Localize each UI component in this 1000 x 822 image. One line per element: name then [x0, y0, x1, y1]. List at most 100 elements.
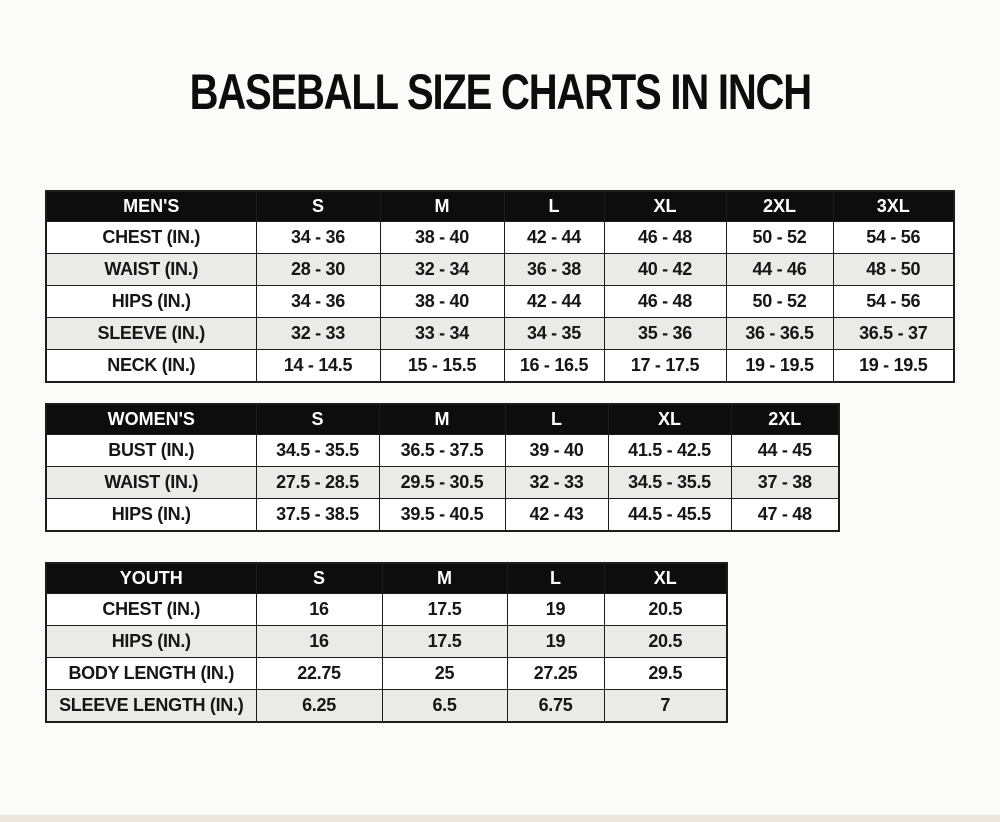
size-value-cell: 39 - 40	[504, 434, 609, 467]
measurement-row: NECK (IN.) 14 - 14.5 15 - 15.5 16 - 16.5 17 …	[45, 349, 955, 383]
size-chart-page: BASEBALL SIZE CHARTS IN INCH MEN'S S M L XL 2…	[0, 67, 1000, 822]
size-column-header: M	[379, 190, 505, 222]
size-value-cell: 54 - 56	[832, 221, 955, 254]
size-value-cell: 37.5 - 38.5	[255, 498, 380, 532]
size-value-cell: 36 - 36.5	[725, 317, 834, 350]
size-value-cell: 54 - 56	[832, 285, 955, 318]
size-value-cell: 42 - 44	[503, 221, 605, 254]
measurement-row: HIPS (IN.) 34 - 36 38 - 40 42 - 44 46 - 48 50…	[45, 285, 955, 318]
size-value-cell: 44.5 - 45.5	[607, 498, 732, 532]
size-value-cell: 37 - 38	[730, 466, 840, 499]
measurement-row: HIPS (IN.) 37.5 - 38.5 39.5 - 40.5 42 - 43 4…	[45, 498, 840, 532]
size-value-cell: 34.5 - 35.5	[255, 434, 380, 467]
size-value-cell: 39.5 - 40.5	[378, 498, 506, 532]
table-title-cell: WOMEN'S	[45, 403, 257, 435]
page-title: BASEBALL SIZE CHARTS IN INCH	[0, 67, 1000, 117]
size-value-cell: 19	[506, 625, 605, 658]
size-value-cell: 28 - 30	[255, 253, 381, 286]
size-value-cell: 29.5 - 30.5	[378, 466, 506, 499]
measurement-row: SLEEVE (IN.) 32 - 33 33 - 34 34 - 35 35 - 36…	[45, 317, 955, 350]
size-value-cell: 36.5 - 37.5	[378, 434, 506, 467]
measurement-row: WAIST (IN.) 27.5 - 28.5 29.5 - 30.5 32 - 33…	[45, 466, 840, 499]
size-value-cell: 32 - 33	[504, 466, 609, 499]
size-column-header: XL	[603, 562, 728, 594]
size-value-cell: 7	[603, 689, 728, 723]
size-value-cell: 35 - 36	[603, 317, 727, 350]
size-value-cell: 20.5	[603, 593, 728, 626]
size-value-cell: 44 - 45	[730, 434, 840, 467]
size-value-cell: 19	[506, 593, 605, 626]
size-value-cell: 32 - 33	[255, 317, 381, 350]
size-value-cell: 17 - 17.5	[603, 349, 727, 383]
size-value-cell: 48 - 50	[832, 253, 955, 286]
mens-size-table: MEN'S S M L XL 2XL 3XL CHEST (IN.) 34 - 36 38 - 4…	[45, 190, 955, 383]
measurement-row: HIPS (IN.) 16 17.5 19 20.5	[45, 625, 728, 658]
measurement-row: BODY LENGTH (IN.) 22.75 25 27.25 29.5	[45, 657, 728, 690]
size-value-cell: 33 - 34	[379, 317, 505, 350]
size-value-cell: 46 - 48	[603, 221, 727, 254]
scan-edge-artifact	[0, 815, 1000, 822]
size-value-cell: 38 - 40	[379, 221, 505, 254]
measurement-label: SLEEVE LENGTH (IN.)	[45, 689, 257, 723]
size-value-cell: 25	[381, 657, 508, 690]
size-column-header: XL	[607, 403, 732, 435]
size-value-cell: 42 - 44	[503, 285, 605, 318]
size-value-cell: 15 - 15.5	[379, 349, 505, 383]
size-value-cell: 34 - 35	[503, 317, 605, 350]
size-value-cell: 44 - 46	[725, 253, 834, 286]
size-value-cell: 17.5	[381, 625, 508, 658]
size-column-header: S	[255, 190, 381, 222]
size-value-cell: 16	[255, 625, 383, 658]
measurement-row: CHEST (IN.) 34 - 36 38 - 40 42 - 44 46 - 48 5…	[45, 221, 955, 254]
measurement-row: CHEST (IN.) 16 17.5 19 20.5	[45, 593, 728, 626]
size-column-header: 2XL	[725, 190, 834, 222]
measurement-label: WAIST (IN.)	[45, 466, 257, 499]
measurement-row: BUST (IN.) 34.5 - 35.5 36.5 - 37.5 39 - 40 4…	[45, 434, 840, 467]
size-value-cell: 47 - 48	[730, 498, 840, 532]
size-column-header: S	[255, 403, 380, 435]
size-value-cell: 50 - 52	[725, 221, 834, 254]
size-value-cell: 27.25	[506, 657, 605, 690]
size-value-cell: 50 - 52	[725, 285, 834, 318]
size-value-cell: 6.25	[255, 689, 383, 723]
size-column-header: XL	[603, 190, 727, 222]
measurement-label: HIPS (IN.)	[45, 285, 257, 318]
measurement-label: BODY LENGTH (IN.)	[45, 657, 257, 690]
size-value-cell: 40 - 42	[603, 253, 727, 286]
size-value-cell: 19 - 19.5	[725, 349, 834, 383]
size-value-cell: 27.5 - 28.5	[255, 466, 380, 499]
measurement-label: SLEEVE (IN.)	[45, 317, 257, 350]
measurement-label: NECK (IN.)	[45, 349, 257, 383]
measurement-label: BUST (IN.)	[45, 434, 257, 467]
size-value-cell: 34 - 36	[255, 285, 381, 318]
size-value-cell: 22.75	[255, 657, 383, 690]
size-value-cell: 29.5	[603, 657, 728, 690]
size-column-header: 3XL	[832, 190, 955, 222]
size-value-cell: 16 - 16.5	[503, 349, 605, 383]
measurement-row: SLEEVE LENGTH (IN.) 6.25 6.5 6.75 7	[45, 689, 728, 723]
size-value-cell: 34.5 - 35.5	[607, 466, 732, 499]
size-column-header: M	[381, 562, 508, 594]
measurement-row: WAIST (IN.) 28 - 30 32 - 34 36 - 38 40 - 42 4…	[45, 253, 955, 286]
size-value-cell: 32 - 34	[379, 253, 505, 286]
size-value-cell: 17.5	[381, 593, 508, 626]
size-value-cell: 20.5	[603, 625, 728, 658]
size-value-cell: 34 - 36	[255, 221, 381, 254]
size-column-header: L	[503, 190, 605, 222]
measurement-label: HIPS (IN.)	[45, 625, 257, 658]
size-column-header: L	[506, 562, 605, 594]
size-column-header: 2XL	[730, 403, 840, 435]
size-value-cell: 36.5 - 37	[832, 317, 955, 350]
size-value-cell: 16	[255, 593, 383, 626]
size-value-cell: 14 - 14.5	[255, 349, 381, 383]
table-title-cell: MEN'S	[45, 190, 257, 222]
table-title-cell: YOUTH	[45, 562, 257, 594]
youth-size-table: YOUTH S M L XL CHEST (IN.) 16 17.5 19 20.5 HIPS (I…	[45, 562, 728, 723]
size-column-header: M	[378, 403, 506, 435]
size-value-cell: 6.75	[506, 689, 605, 723]
size-value-cell: 6.5	[381, 689, 508, 723]
measurement-label: HIPS (IN.)	[45, 498, 257, 532]
size-value-cell: 42 - 43	[504, 498, 609, 532]
size-column-header: S	[255, 562, 383, 594]
measurement-label: CHEST (IN.)	[45, 221, 257, 254]
